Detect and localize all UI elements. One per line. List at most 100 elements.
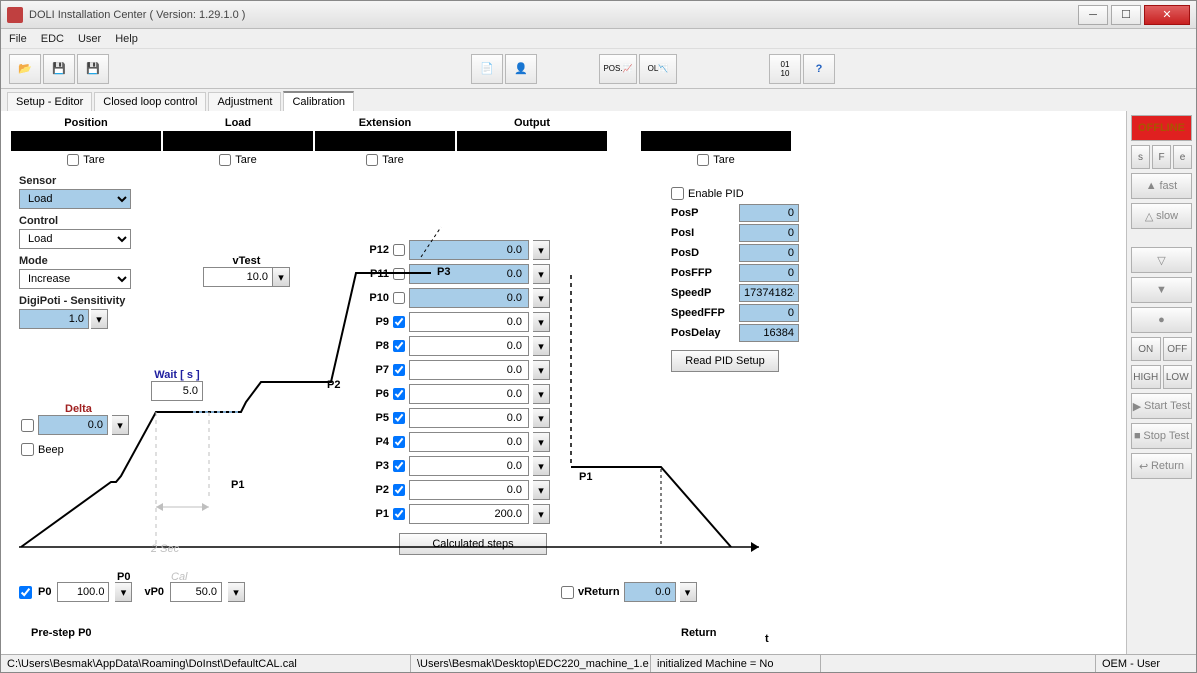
pid-value-speedffp[interactable]: [739, 304, 799, 322]
vtest-input[interactable]: [203, 267, 273, 287]
p-dropdown-p7[interactable]: ▾: [533, 360, 550, 380]
p-dropdown-p10[interactable]: ▾: [533, 288, 550, 308]
p-value-p2[interactable]: [409, 480, 529, 500]
binary-button[interactable]: 0110: [769, 54, 801, 84]
start-test-button[interactable]: ▶ Start Test: [1131, 393, 1192, 419]
p-value-p11[interactable]: [409, 264, 529, 284]
on-button[interactable]: ON: [1131, 337, 1161, 361]
close-button[interactable]: ✕: [1144, 5, 1190, 25]
p-value-p6[interactable]: [409, 384, 529, 404]
vreturn-input[interactable]: [624, 582, 676, 602]
record-button[interactable]: ●: [1131, 307, 1192, 333]
delta-input[interactable]: [38, 415, 108, 435]
fast-down-button[interactable]: ▼: [1131, 277, 1192, 303]
tare-position-checkbox[interactable]: [67, 154, 79, 166]
tare-load[interactable]: Tare: [219, 154, 256, 166]
p-checkbox-p3[interactable]: [393, 460, 405, 472]
menu-user[interactable]: User: [78, 33, 101, 45]
p0-input[interactable]: [57, 582, 109, 602]
p-dropdown-p1[interactable]: ▾: [533, 504, 550, 524]
enable-pid-row[interactable]: Enable PID: [671, 187, 871, 200]
p-checkbox-p7[interactable]: [393, 364, 405, 376]
pid-value-posffp[interactable]: [739, 264, 799, 282]
p0-dropdown[interactable]: ▾: [115, 582, 132, 602]
vreturn-dropdown[interactable]: ▾: [680, 582, 697, 602]
tare-extension[interactable]: Tare: [366, 154, 403, 166]
return-button[interactable]: ↩ Return: [1131, 453, 1192, 479]
low-button[interactable]: LOW: [1163, 365, 1193, 389]
beep-checkbox[interactable]: [21, 443, 34, 456]
p-checkbox-p4[interactable]: [393, 436, 405, 448]
p-value-p10[interactable]: [409, 288, 529, 308]
tare-position[interactable]: Tare: [67, 154, 104, 166]
digipoti-input[interactable]: [19, 309, 89, 329]
p-value-p4[interactable]: [409, 432, 529, 452]
tare-load-checkbox[interactable]: [219, 154, 231, 166]
p-value-p3[interactable]: [409, 456, 529, 476]
report-button[interactable]: 📄: [471, 54, 503, 84]
vtest-dropdown[interactable]: ▾: [273, 267, 290, 287]
p-checkbox-p12[interactable]: [393, 244, 405, 256]
calculated-steps-button[interactable]: Calculated steps: [399, 533, 547, 555]
p0-checkbox[interactable]: [19, 586, 32, 599]
open-button[interactable]: 📂: [9, 54, 41, 84]
p-checkbox-p6[interactable]: [393, 388, 405, 400]
ol-chart-button[interactable]: OL📉: [639, 54, 677, 84]
mode-select[interactable]: Increase: [19, 269, 131, 289]
tab-closed-loop[interactable]: Closed loop control: [94, 92, 206, 111]
read-pid-setup-button[interactable]: Read PID Setup: [671, 350, 779, 372]
delta-checkbox[interactable]: [21, 419, 34, 432]
pid-value-posd[interactable]: [739, 244, 799, 262]
tab-calibration[interactable]: Calibration: [283, 91, 354, 111]
off-button[interactable]: OFF: [1163, 337, 1193, 361]
p-checkbox-p5[interactable]: [393, 412, 405, 424]
user-info-button[interactable]: 👤: [505, 54, 537, 84]
tare-extension-checkbox[interactable]: [366, 154, 378, 166]
p-dropdown-p5[interactable]: ▾: [533, 408, 550, 428]
help-button[interactable]: ?: [803, 54, 835, 84]
p-checkbox-p2[interactable]: [393, 484, 405, 496]
enable-pid-checkbox[interactable]: [671, 187, 684, 200]
p-dropdown-p11[interactable]: ▾: [533, 264, 550, 284]
fast-up-button[interactable]: ▲ fast: [1131, 173, 1192, 199]
high-button[interactable]: HIGH: [1131, 365, 1161, 389]
beep-row[interactable]: Beep: [21, 443, 129, 456]
menu-file[interactable]: File: [9, 33, 27, 45]
pos-chart-button[interactable]: POS.📈: [599, 54, 637, 84]
save-as-button[interactable]: 💾: [77, 54, 109, 84]
pid-value-posi[interactable]: [739, 224, 799, 242]
p-checkbox-p10[interactable]: [393, 292, 405, 304]
p-checkbox-p11[interactable]: [393, 268, 405, 280]
vp0-input[interactable]: [170, 582, 222, 602]
sensor-select[interactable]: Load: [19, 189, 131, 209]
p-dropdown-p3[interactable]: ▾: [533, 456, 550, 476]
s-button[interactable]: s: [1131, 145, 1150, 169]
slow-down-button[interactable]: ▽: [1131, 247, 1192, 273]
pid-value-speedp[interactable]: [739, 284, 799, 302]
f-button[interactable]: F: [1152, 145, 1171, 169]
pid-value-posp[interactable]: [739, 204, 799, 222]
menu-help[interactable]: Help: [115, 33, 138, 45]
wait-input[interactable]: [151, 381, 203, 401]
p-dropdown-p9[interactable]: ▾: [533, 312, 550, 332]
stop-test-button[interactable]: ■ Stop Test: [1131, 423, 1192, 449]
pid-value-posdelay[interactable]: [739, 324, 799, 342]
vp0-dropdown[interactable]: ▾: [228, 582, 245, 602]
maximize-button[interactable]: ☐: [1111, 5, 1141, 25]
p-value-p1[interactable]: [409, 504, 529, 524]
vreturn-checkbox[interactable]: [561, 586, 574, 599]
p-checkbox-p1[interactable]: [393, 508, 405, 520]
p-checkbox-p8[interactable]: [393, 340, 405, 352]
tab-setup-editor[interactable]: Setup - Editor: [7, 92, 92, 111]
save-button[interactable]: 💾: [43, 54, 75, 84]
p-value-p7[interactable]: [409, 360, 529, 380]
digipoti-dropdown[interactable]: ▾: [91, 309, 108, 329]
slow-up-button[interactable]: △ slow: [1131, 203, 1192, 229]
p-dropdown-p8[interactable]: ▾: [533, 336, 550, 356]
tare-right-checkbox[interactable]: [697, 154, 709, 166]
p-checkbox-p9[interactable]: [393, 316, 405, 328]
p-dropdown-p6[interactable]: ▾: [533, 384, 550, 404]
p-dropdown-p4[interactable]: ▾: [533, 432, 550, 452]
tab-adjustment[interactable]: Adjustment: [208, 92, 281, 111]
p-value-p8[interactable]: [409, 336, 529, 356]
